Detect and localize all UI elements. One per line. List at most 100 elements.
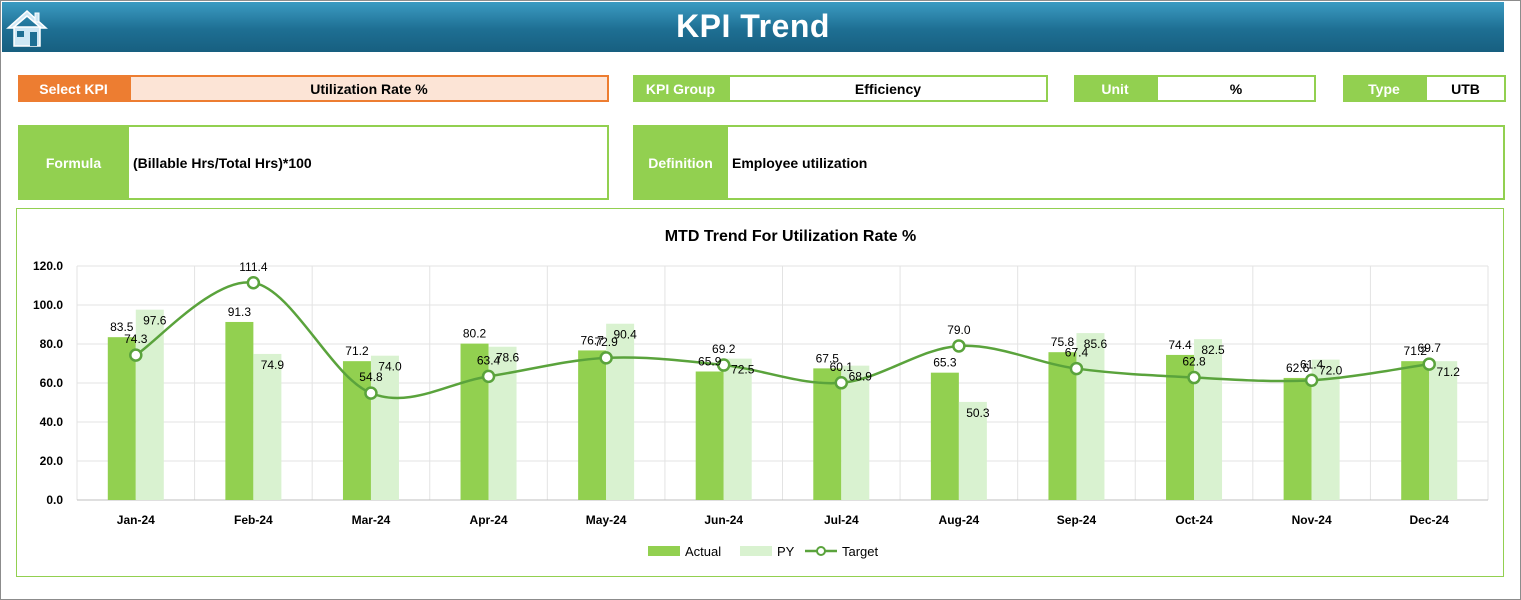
- x-tick-label: Dec-24: [1410, 513, 1450, 527]
- kpi-group-label: KPI Group: [633, 75, 728, 102]
- data-label-actual: 65.3: [933, 356, 957, 370]
- data-label-target: 111.4: [239, 260, 268, 274]
- target-point: [952, 339, 966, 353]
- type-label: Type: [1343, 75, 1425, 102]
- type-value: UTB: [1425, 75, 1506, 102]
- target-point: [481, 369, 496, 384]
- data-label-target: 72.9: [594, 335, 618, 349]
- x-tick-label: Oct-24: [1175, 513, 1213, 527]
- select-kpi-dropdown[interactable]: Utilization Rate %: [129, 75, 609, 102]
- bar-actual: [695, 371, 724, 500]
- data-label-py: 90.4: [613, 328, 637, 342]
- mtd-trend-chart: MTD Trend For Utilization Rate % 0.0 20.0 4…: [33, 228, 1489, 559]
- data-label-py: 72.5: [731, 363, 755, 377]
- data-label-py: 68.9: [849, 370, 873, 384]
- data-label-target: 54.8: [359, 370, 383, 384]
- bar-py: [135, 309, 164, 500]
- bar-actual: [578, 350, 607, 500]
- data-label-target: 61.4: [1300, 357, 1324, 371]
- data-label-py: 78.6: [496, 351, 520, 365]
- unit-value: %: [1156, 75, 1316, 102]
- select-kpi-label: Select KPI: [18, 75, 129, 102]
- x-tick-label: Nov-24: [1292, 513, 1332, 527]
- bar-actual: [930, 372, 959, 500]
- data-label-actual: 67.5: [816, 351, 840, 365]
- data-label-target: 74.3: [124, 332, 148, 346]
- data-label-py: 72.0: [1319, 364, 1343, 378]
- data-label-actual: 75.8: [1051, 335, 1075, 349]
- data-label-target: 69.2: [712, 342, 736, 356]
- y-tick-label: 100.0: [33, 298, 63, 312]
- bar-py: [1076, 333, 1105, 500]
- data-label-py: 74.0: [378, 360, 402, 374]
- x-tick-label: Aug-24: [939, 513, 980, 527]
- legend-target-label: Target: [842, 544, 879, 559]
- data-label-actual: 62.6: [1286, 361, 1310, 375]
- legend-actual-swatch: [648, 546, 680, 556]
- bar-py: [958, 401, 987, 500]
- bar-py: [606, 323, 635, 500]
- data-label-target: 60.1: [830, 360, 854, 374]
- target-point: [716, 358, 731, 372]
- unit-label: Unit: [1074, 75, 1156, 102]
- data-label-target: 67.4: [1065, 346, 1089, 360]
- formula-value: (Billable Hrs/Total Hrs)*100: [129, 125, 609, 200]
- bar-py: [488, 346, 517, 500]
- data-label-actual: 91.3: [228, 305, 252, 319]
- bar-py: [1429, 361, 1458, 500]
- chart-container: MTD Trend For Utilization Rate % 0.0 20.0 4…: [16, 208, 1504, 577]
- bar-actual: [1401, 361, 1430, 500]
- target-point: [364, 386, 378, 400]
- data-label-actual: 83.5: [110, 320, 134, 334]
- x-tick-label: Jun-24: [704, 513, 743, 527]
- definition-value: Employee utilization: [728, 125, 1505, 200]
- data-label-py: 82.5: [1201, 343, 1225, 357]
- definition-label: Definition: [633, 125, 728, 200]
- legend-actual-label: Actual: [685, 544, 721, 559]
- x-tick-label: Sep-24: [1057, 513, 1097, 527]
- bar-actual: [1048, 352, 1077, 500]
- bar-py: [1194, 339, 1223, 500]
- data-label-py: 85.6: [1084, 337, 1108, 351]
- target-point: [1069, 361, 1084, 376]
- y-tick-label: 60.0: [40, 376, 64, 390]
- bar-py: [370, 355, 399, 500]
- data-label-actual: 71.2: [1404, 344, 1428, 358]
- bar-actual: [1283, 377, 1312, 500]
- kpi-group-value: Efficiency: [728, 75, 1048, 102]
- data-label-actual: 76.7: [580, 333, 604, 347]
- y-tick-label: 40.0: [40, 415, 64, 429]
- header-bar: KPI Trend: [2, 2, 1504, 52]
- formula-label: Formula: [18, 125, 129, 200]
- legend-target-marker: [816, 546, 826, 556]
- bar-actual: [225, 321, 254, 500]
- bar-py: [253, 353, 282, 500]
- y-tick-label: 0.0: [46, 493, 63, 507]
- data-label-py: 71.2: [1437, 365, 1461, 379]
- data-label-py: 74.9: [261, 358, 285, 372]
- data-label-actual: 71.2: [345, 344, 369, 358]
- x-tick-label: Apr-24: [470, 513, 508, 527]
- x-tick-label: Feb-24: [234, 513, 273, 527]
- y-tick-label: 80.0: [40, 337, 64, 351]
- bar-actual: [107, 337, 136, 500]
- legend-py-swatch: [740, 546, 772, 556]
- data-label-actual: 80.2: [463, 327, 487, 341]
- target-point: [834, 376, 849, 390]
- data-label-py: 50.3: [966, 406, 990, 420]
- target-point: [1304, 373, 1319, 388]
- target-point: [129, 348, 143, 362]
- data-label-target: 69.7: [1418, 341, 1442, 355]
- target-point: [1187, 370, 1201, 385]
- x-tick-label: May-24: [586, 513, 627, 527]
- x-tick-label: Jul-24: [824, 513, 859, 527]
- x-tick-label: Jan-24: [117, 513, 155, 527]
- data-label-actual: 74.4: [1168, 338, 1192, 352]
- home-icon[interactable]: [6, 8, 48, 48]
- bar-py: [841, 365, 870, 500]
- target-point: [599, 351, 613, 365]
- page-title: KPI Trend: [676, 8, 830, 44]
- target-point: [1422, 357, 1436, 371]
- bar-actual: [813, 368, 842, 500]
- data-label-actual: 65.9: [698, 354, 722, 368]
